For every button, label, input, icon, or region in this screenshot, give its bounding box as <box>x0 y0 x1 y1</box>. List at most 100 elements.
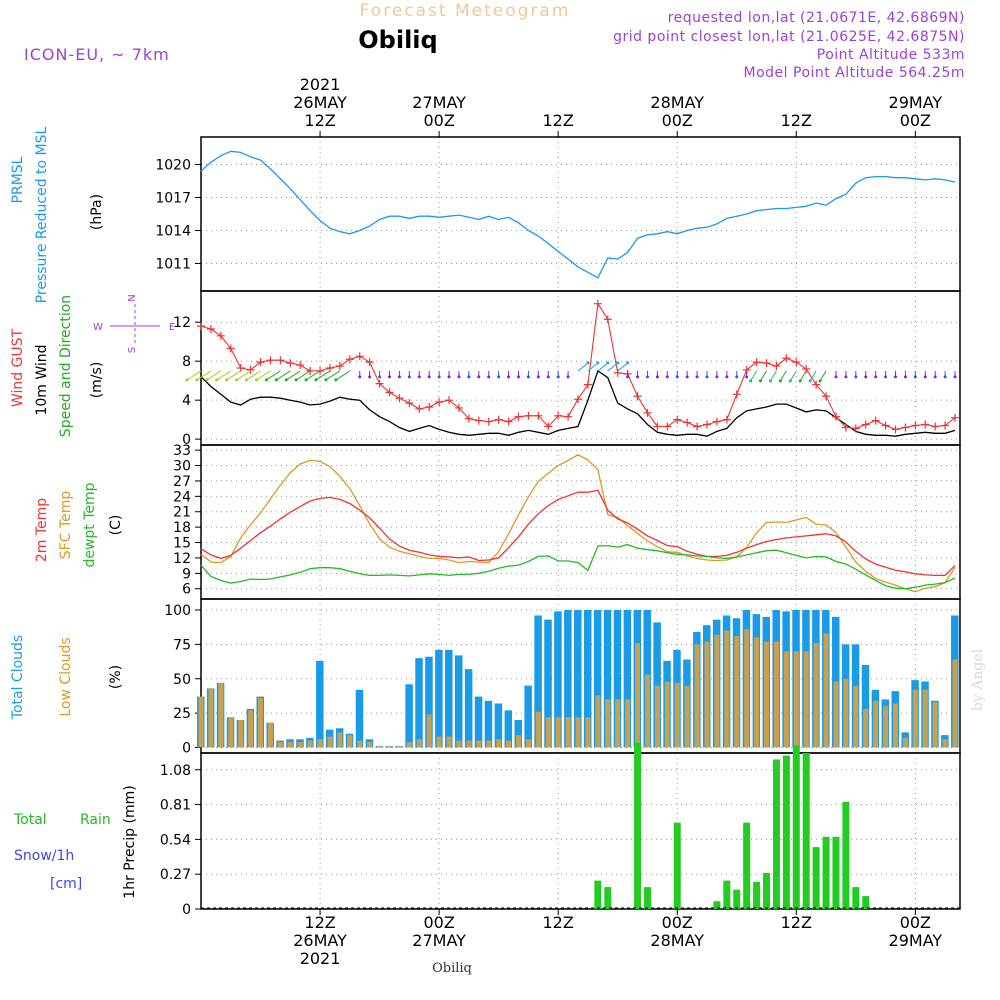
low-cloud-bar <box>277 742 283 748</box>
temp-frame <box>200 444 961 600</box>
wind-direction-arrow <box>770 370 777 382</box>
low-cloud-bar <box>654 685 660 748</box>
watermark: by Angel <box>970 648 986 711</box>
sfc-temp-line <box>200 454 956 593</box>
gust-marker <box>951 413 960 422</box>
temp-tick-label: 15 <box>173 536 191 552</box>
precip-tick-label: 0.54 <box>160 832 191 848</box>
gust-marker <box>494 415 503 424</box>
gust-marker <box>564 412 573 421</box>
gust-marker <box>216 331 225 340</box>
wind-direction-head <box>675 375 679 379</box>
gust-marker <box>693 422 702 431</box>
low-cloud-bar <box>506 740 512 748</box>
clouds-tick-label: 50 <box>173 672 191 688</box>
cloud-label-2: Low Clouds <box>58 637 74 716</box>
gust-marker <box>861 420 870 429</box>
wind-direction-arrow <box>196 370 212 381</box>
wind-direction-head <box>284 378 288 382</box>
bottom-time-label: 00Z <box>662 913 693 932</box>
wind-direction-head <box>903 375 907 379</box>
gust-marker <box>643 408 652 417</box>
clouds-panel: 0 25 50 75 100 <box>164 598 961 757</box>
bottom-time-label: 12Z <box>543 913 574 932</box>
temp-label-2: SFC Temp <box>58 491 74 560</box>
temp-tick-label: 12 <box>173 551 191 567</box>
wind-direction-arrow <box>285 370 301 381</box>
wind-direction-head <box>437 375 441 379</box>
wind-direction-arrow <box>789 370 797 382</box>
bottom-time-label: 27MAY <box>412 931 466 950</box>
wind-direction-head <box>715 375 719 379</box>
low-cloud-bar <box>555 717 561 748</box>
wind-direction-head <box>778 379 782 383</box>
gust-marker <box>653 422 662 431</box>
gust-marker <box>236 364 245 372</box>
total-cloud-bar <box>593 610 602 748</box>
rain-bar <box>733 889 741 909</box>
low-cloud-bar <box>367 742 373 748</box>
precip-tick-label: 0 <box>182 902 191 918</box>
wind-direction-head <box>447 375 451 379</box>
total-cloud-bar <box>415 658 423 748</box>
pressure-tick-label: 1020 <box>155 158 191 174</box>
gust-marker <box>345 355 354 364</box>
point-altitude: Point Altitude 533m <box>817 47 965 63</box>
low-cloud-bar <box>387 746 393 748</box>
bottom-time-label: 28MAY <box>650 931 704 950</box>
wind-direction-arrow <box>236 370 251 381</box>
low-cloud-bar <box>208 688 214 748</box>
wind-direction-head <box>407 375 411 379</box>
low-cloud-bar <box>595 695 601 748</box>
top-time-label: 00Z <box>423 111 454 130</box>
total-cloud-bar <box>464 669 473 748</box>
gust-marker <box>395 394 404 403</box>
gust-marker <box>822 392 831 401</box>
wind-direction-head <box>705 375 709 379</box>
low-cloud-bar <box>644 674 650 748</box>
low-cloud-bar <box>773 641 779 748</box>
low-cloud-bar <box>585 717 591 748</box>
gust-marker <box>593 299 602 308</box>
wind-direction-arrow <box>779 370 787 382</box>
low-cloud-bar <box>248 710 254 748</box>
gust-marker <box>554 411 563 420</box>
gust-marker <box>365 358 374 367</box>
low-cloud-bar <box>426 714 432 748</box>
wind-direction-head <box>953 375 957 379</box>
total-cloud-bar <box>574 610 582 748</box>
gust-marker <box>335 362 344 371</box>
gust-marker <box>524 411 533 420</box>
low-cloud-bar <box>347 735 353 748</box>
wind-direction-arrow <box>206 370 222 381</box>
gust-marker <box>871 416 880 425</box>
wind-direction-head <box>685 375 689 379</box>
total-cloud-bar <box>405 684 413 748</box>
wind-tick-label: 0 <box>182 432 191 448</box>
precip-panel: 0 0.27 0.54 0.81 1.08 <box>160 752 961 918</box>
wind-label-3: Speed and Direction <box>58 295 74 437</box>
wind-unit: (m/s) <box>89 362 105 399</box>
gust-marker <box>851 424 860 433</box>
low-cloud-bar <box>228 717 234 748</box>
rain-bar <box>792 745 800 909</box>
wind-labels: Wind GUST 10m Wind Speed and Direction (… <box>10 294 175 437</box>
wind-direction-head <box>943 375 947 379</box>
gust-marker <box>722 415 731 424</box>
wind-direction-head <box>749 379 753 383</box>
wind-direction-head <box>834 375 838 379</box>
wind-direction-arrow <box>315 370 331 381</box>
wind-direction-head <box>695 375 699 379</box>
wind-direction-head <box>516 375 520 379</box>
gust-marker <box>792 358 801 367</box>
total-cloud-bar <box>484 700 493 748</box>
low-cloud-bar <box>218 682 224 748</box>
low-cloud-bar <box>267 722 273 748</box>
wind-direction-arrow <box>809 370 817 382</box>
rain-bar <box>743 822 751 909</box>
wind-direction-head <box>314 378 318 382</box>
low-cloud-bar <box>893 703 899 748</box>
low-cloud-bar <box>535 711 541 748</box>
wind-direction-head <box>606 361 610 365</box>
wind-direction-head <box>526 375 530 379</box>
